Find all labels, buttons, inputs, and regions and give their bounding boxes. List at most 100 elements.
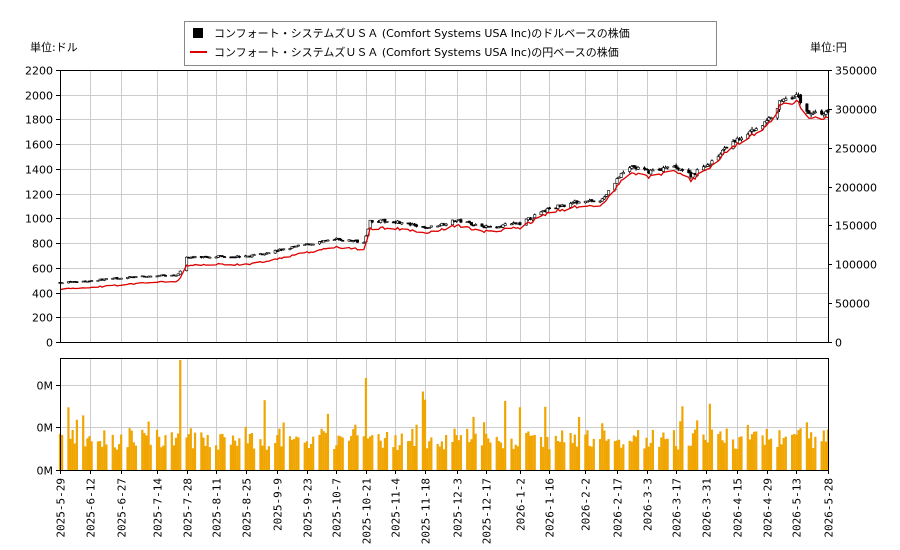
- usd-candle-body: [208, 256, 212, 259]
- right-tick-label: 250000: [835, 143, 877, 156]
- usd-candle-body: [119, 277, 123, 280]
- volume-bar: [525, 432, 528, 470]
- price-grid: [60, 70, 829, 343]
- volume-bar: [510, 438, 513, 470]
- usd-candle-body: [193, 256, 197, 258]
- volume-bar: [689, 445, 692, 470]
- volume-bar: [512, 448, 515, 470]
- usd-candle-body: [708, 163, 712, 166]
- legend-box: [184, 21, 717, 66]
- volume-bar: [253, 448, 256, 470]
- usd-candle-body: [592, 200, 596, 203]
- volume-bar: [383, 438, 387, 470]
- volume-bar: [379, 440, 382, 470]
- volume-bar: [415, 424, 418, 470]
- usd-candle-body: [799, 94, 803, 104]
- volume-bar: [738, 437, 741, 470]
- usd-candle-body: [455, 219, 459, 222]
- usd-candle-body: [600, 198, 604, 202]
- volume-bars: [58, 360, 830, 470]
- x-tick-label: 2026-3-31: [701, 478, 714, 538]
- volume-bar: [571, 442, 574, 470]
- volume-bar: [147, 421, 150, 470]
- volume-bar: [295, 436, 298, 470]
- usd-candle-body: [628, 167, 632, 172]
- usd-candle-body: [252, 254, 256, 256]
- usd-candle-body: [824, 111, 828, 115]
- volume-tick-label: 0M: [37, 380, 54, 393]
- legend-usd-label: コンフォート・システムズＵＳＡ (Comfort Systems USA Inc…: [214, 26, 630, 40]
- volume-bar: [533, 434, 536, 470]
- volume-bar: [440, 441, 443, 470]
- usd-candle-body: [617, 176, 621, 179]
- volume-bar: [472, 416, 475, 470]
- volume-bar: [409, 441, 412, 470]
- volume-bar: [428, 441, 431, 470]
- volume-bar: [592, 438, 595, 470]
- left-tick-label: 0: [46, 337, 53, 350]
- left-tick-label: 1800: [25, 114, 53, 127]
- volume-bar: [322, 431, 325, 470]
- volume-bar: [282, 422, 285, 470]
- volume-bar: [219, 434, 222, 470]
- usd-candle-body: [649, 169, 653, 175]
- usd-candle-body: [518, 222, 522, 225]
- left-tick-label: 2000: [25, 90, 53, 103]
- legend: コンフォート・システムズＵＳＡ (Comfort Systems USA Inc…: [184, 21, 717, 66]
- volume-bar: [423, 399, 427, 470]
- volume-bar: [599, 439, 602, 470]
- volume-bar: [385, 431, 389, 470]
- usd-candle-body: [318, 241, 322, 245]
- usd-candle-body: [383, 218, 387, 223]
- usd-candle-body: [767, 117, 771, 121]
- volume-bar: [312, 436, 315, 470]
- volume-bar: [799, 428, 802, 470]
- volume-bar: [651, 429, 654, 470]
- usd-candle-body: [645, 168, 649, 171]
- volume-bar: [172, 445, 176, 470]
- usd-candle-body: [149, 275, 153, 278]
- volume-bar: [734, 448, 737, 470]
- usd-candle-body: [577, 201, 581, 204]
- right-unit-label: 単位:円: [810, 40, 847, 54]
- volume-bar: [573, 434, 576, 470]
- volume-bar: [411, 428, 414, 470]
- volume-bar: [96, 441, 100, 470]
- usd-candle-body: [379, 219, 383, 223]
- volume-bar: [128, 428, 131, 470]
- volume-bar: [126, 447, 129, 470]
- volume-bar: [407, 441, 410, 470]
- usd-candle-body: [636, 167, 640, 170]
- volume-bar: [605, 440, 608, 470]
- left-unit-label: 単位:ドル: [30, 40, 78, 54]
- volume-bar: [187, 434, 190, 470]
- volume-bar: [622, 444, 625, 470]
- x-tick-label: 2025-12-3: [452, 478, 465, 538]
- usd-candle-body: [326, 239, 330, 242]
- volume-bar: [723, 442, 726, 470]
- x-tick-label: 2025-7-28: [182, 478, 195, 538]
- volume-bar: [217, 449, 220, 470]
- usd-candle-body: [531, 217, 535, 221]
- usd-candles: [58, 92, 830, 285]
- volume-bar: [561, 430, 564, 470]
- volume-bar: [769, 438, 773, 470]
- volume-bar: [542, 446, 545, 470]
- left-tick-label: 1400: [25, 164, 53, 177]
- volume-bar: [67, 407, 70, 470]
- usd-candle-body: [674, 165, 678, 168]
- volume-bar: [527, 431, 530, 470]
- volume-bar: [101, 446, 104, 470]
- usd-candle-body: [75, 281, 79, 283]
- x-tick-label: 2026-1-16: [544, 478, 557, 538]
- volume-bar: [812, 448, 815, 470]
- volume-bar: [111, 434, 114, 470]
- volume-bar: [337, 435, 340, 470]
- volume-bar: [234, 440, 237, 470]
- left-tick-label: 600: [32, 263, 53, 276]
- volume-bar: [231, 435, 235, 470]
- usd-candle-body: [339, 238, 343, 241]
- x-tick-label: 2025-11-18: [420, 478, 433, 544]
- volume-bar: [71, 430, 74, 470]
- usd-candle-body: [469, 222, 473, 226]
